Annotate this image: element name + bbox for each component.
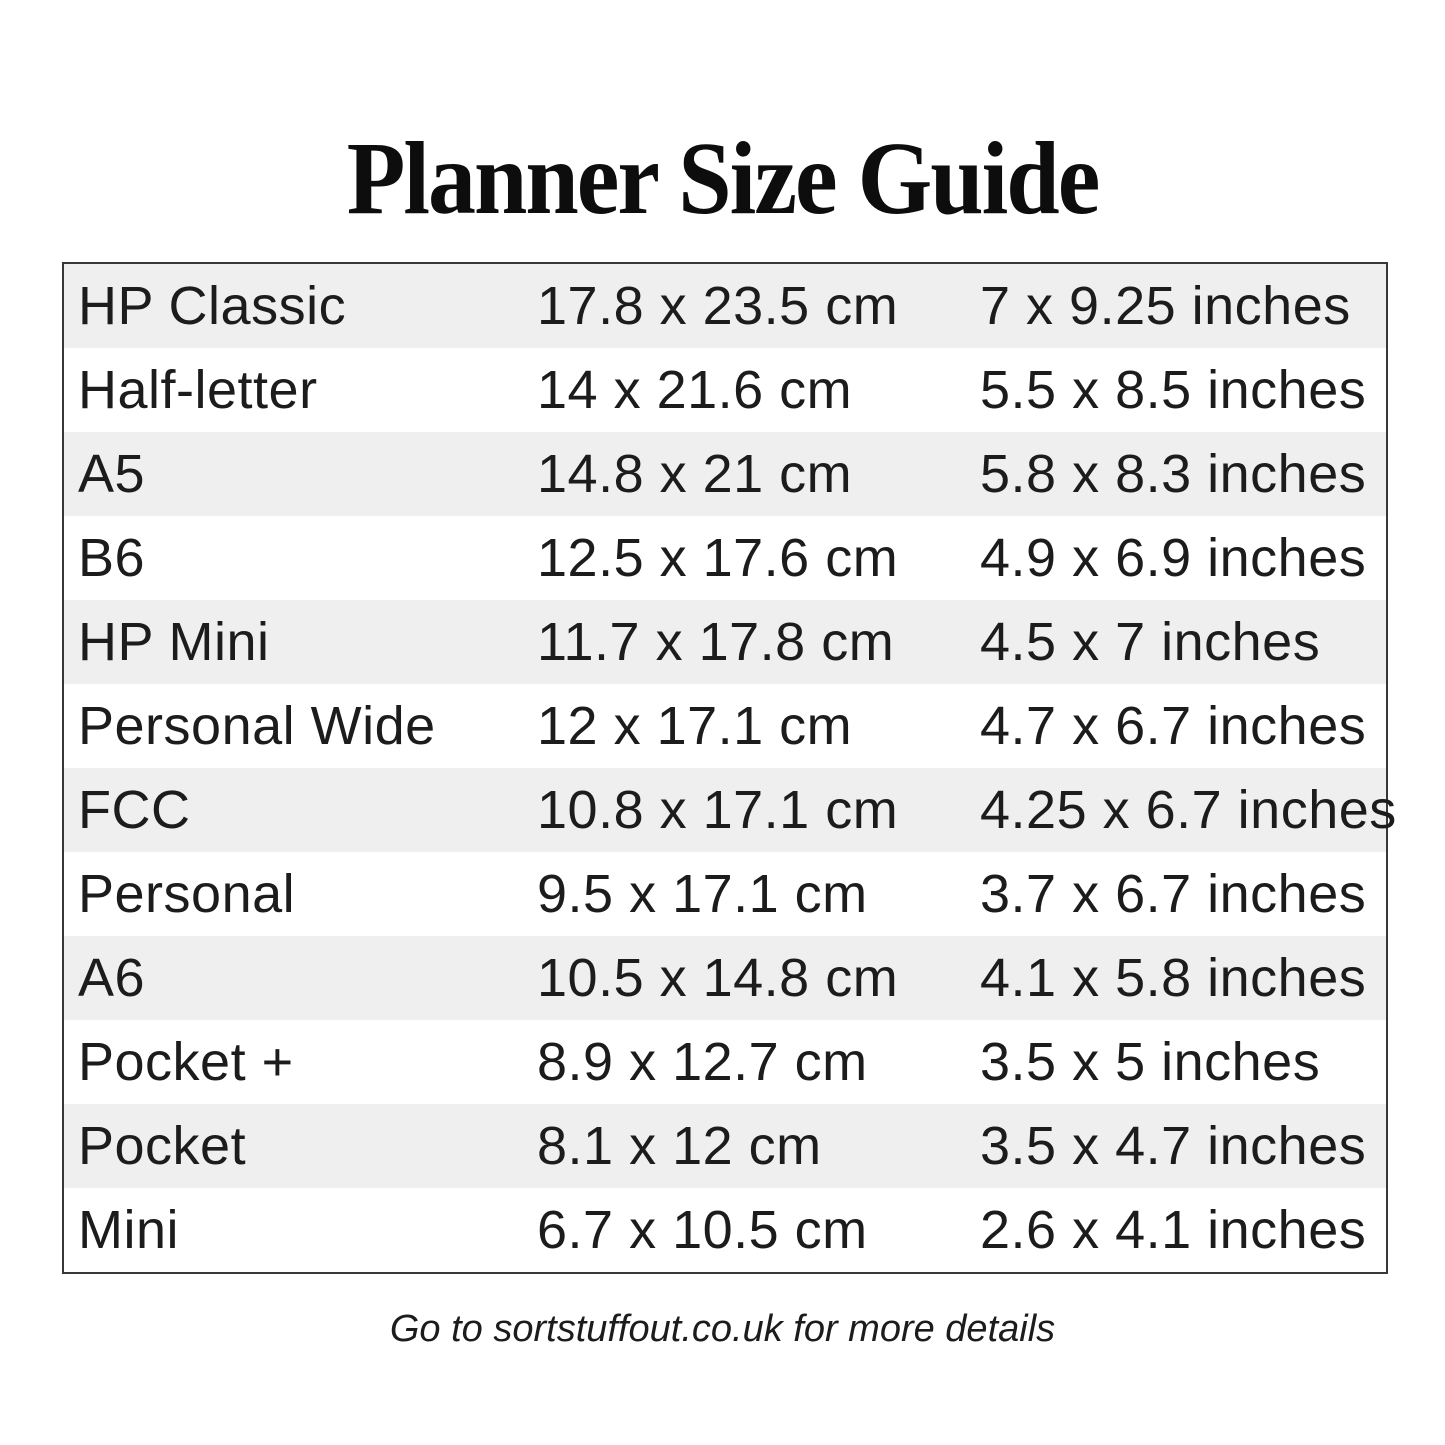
size-cm: 6.7 x 10.5 cm	[537, 1200, 868, 1260]
planner-name: A6	[78, 948, 146, 1008]
planner-name: FCC	[78, 780, 191, 840]
planner-name: Mini	[78, 1200, 180, 1260]
size-cm: 10.8 x 17.1 cm	[537, 780, 899, 840]
size-inches: 2.6 x 4.1 inches	[980, 1200, 1367, 1260]
size-cm: 14.8 x 21 cm	[537, 444, 853, 504]
planner-name: Personal	[78, 864, 296, 924]
size-cm: 14 x 21.6 cm	[537, 360, 853, 420]
table-row: Personal 9.5 x 17.1 cm 3.7 x 6.7 inches	[64, 852, 1386, 936]
table-row: HP Mini 11.7 x 17.8 cm 4.5 x 7 inches	[64, 600, 1386, 684]
page-title: Planner Size Guide	[346, 120, 1101, 236]
planner-name: A5	[78, 444, 146, 504]
table-row: Half-letter 14 x 21.6 cm 5.5 x 8.5 inche…	[64, 348, 1386, 432]
size-inches: 4.25 x 6.7 inches	[980, 780, 1397, 840]
size-inches: 3.7 x 6.7 inches	[980, 864, 1367, 924]
table-row: Pocket + 8.9 x 12.7 cm 3.5 x 5 inches	[64, 1020, 1386, 1104]
size-cm: 8.9 x 12.7 cm	[537, 1032, 868, 1092]
size-inches: 4.7 x 6.7 inches	[980, 696, 1367, 756]
size-cm: 12 x 17.1 cm	[537, 696, 853, 756]
planner-name: HP Mini	[78, 612, 270, 672]
table-row: Personal Wide 12 x 17.1 cm 4.7 x 6.7 inc…	[64, 684, 1386, 768]
size-inches: 5.8 x 8.3 inches	[980, 444, 1367, 504]
size-cm: 17.8 x 23.5 cm	[537, 276, 899, 336]
size-cm: 10.5 x 14.8 cm	[537, 948, 899, 1008]
size-inches: 3.5 x 4.7 inches	[980, 1116, 1367, 1176]
planner-name: B6	[78, 528, 146, 588]
size-cm: 11.7 x 17.8 cm	[537, 612, 895, 672]
planner-name: Half-letter	[78, 360, 318, 420]
table-row: Pocket 8.1 x 12 cm 3.5 x 4.7 inches	[64, 1104, 1386, 1188]
size-inches: 3.5 x 5 inches	[980, 1032, 1321, 1092]
size-inches: 5.5 x 8.5 inches	[980, 360, 1367, 420]
planner-name: Pocket +	[78, 1032, 294, 1092]
size-inches: 4.9 x 6.9 inches	[980, 528, 1367, 588]
table-row: A5 14.8 x 21 cm 5.8 x 8.3 inches	[64, 432, 1386, 516]
size-inches: 7 x 9.25 inches	[980, 276, 1351, 336]
size-table: HP Classic 17.8 x 23.5 cm 7 x 9.25 inche…	[62, 262, 1396, 1274]
size-inches: 4.5 x 7 inches	[980, 612, 1321, 672]
table-row: B6 12.5 x 17.6 cm 4.9 x 6.9 inches	[64, 516, 1386, 600]
planner-name: Personal Wide	[78, 696, 436, 756]
planner-name: Pocket	[78, 1116, 247, 1176]
table-row: FCC 10.8 x 17.1 cm 4.25 x 6.7 inches	[64, 768, 1396, 852]
size-cm: 8.1 x 12 cm	[537, 1116, 822, 1176]
planner-name: HP Classic	[78, 276, 347, 336]
size-cm: 12.5 x 17.6 cm	[537, 528, 899, 588]
table-row: Mini 6.7 x 10.5 cm 2.6 x 4.1 inches	[64, 1188, 1386, 1272]
table-row: HP Classic 17.8 x 23.5 cm 7 x 9.25 inche…	[64, 264, 1386, 348]
table-row: A6 10.5 x 14.8 cm 4.1 x 5.8 inches	[64, 936, 1386, 1020]
size-inches: 4.1 x 5.8 inches	[980, 948, 1367, 1008]
footer-note: Go to sortstuffout.co.uk for more detail…	[389, 1308, 1056, 1350]
size-cm: 9.5 x 17.1 cm	[537, 864, 868, 924]
